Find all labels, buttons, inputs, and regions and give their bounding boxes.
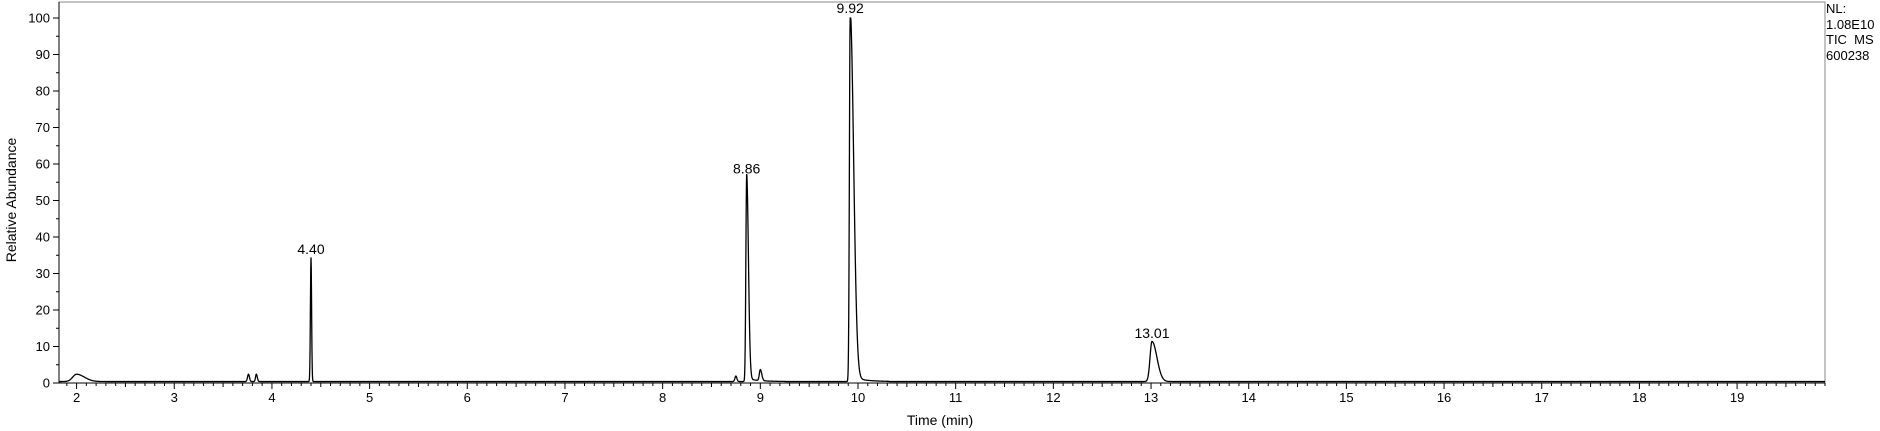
x-tick-label: 9 (757, 390, 764, 405)
plot-frame (58, 1, 1826, 384)
y-tick-label: 40 (36, 230, 50, 245)
x-tick-label: 6 (464, 390, 471, 405)
nl-value: 1.08E10 (1826, 16, 1875, 32)
peak-label: 4.40 (297, 241, 324, 257)
trace-label: TIC MS (1826, 32, 1874, 47)
y-tick-label: 70 (36, 120, 50, 135)
y-tick-label: 80 (36, 84, 50, 99)
x-axis-title: Time (min) (907, 412, 973, 428)
x-tick-label: 3 (171, 390, 178, 405)
x-tick-label: 12 (1046, 390, 1060, 405)
y-tick-label: 100 (28, 11, 50, 26)
x-tick-label: 19 (1730, 390, 1744, 405)
y-tick-label: 50 (36, 193, 50, 208)
y-axis-title: Relative Abundance (3, 138, 19, 263)
tic-trace (59, 17, 1825, 383)
x-tick-label: 17 (1535, 390, 1549, 405)
x-tick-label: 11 (949, 390, 963, 405)
peak-labels: 4.40 8.86 9.92 13.01 (297, 0, 1169, 341)
y-tick-label: 0 (43, 376, 50, 391)
x-tick-label: 4 (268, 390, 275, 405)
x-tick-label: 8 (659, 390, 666, 405)
sample-id: 600238 (1826, 47, 1870, 63)
x-tick-label: 13 (1144, 390, 1158, 405)
normalization-info: NL: 1.08E10 TIC MS 600238 (1826, 1, 1874, 63)
ticks: 2 3 4 5 6 7 8 9 10 11 12 13 14 15 16 17 18 19 0 10 20 30 40 50 6… (28, 11, 1826, 405)
peak-label: 9.92 (837, 0, 864, 16)
peak-label: 13.01 (1134, 325, 1169, 341)
axes (58, 1, 1826, 384)
peak-label: 8.86 (733, 161, 760, 177)
x-tick-label: 14 (1241, 390, 1255, 405)
y-tick-label: 60 (36, 157, 50, 172)
x-tick-label: 10 (851, 390, 865, 405)
x-tick-label: 15 (1339, 390, 1353, 405)
x-tick-label: 2 (73, 390, 80, 405)
y-tick-label: 90 (36, 47, 50, 62)
x-tick-label: 7 (561, 390, 568, 405)
nl-label: NL: (1826, 1, 1847, 16)
trace (59, 17, 1825, 383)
y-tick-label: 10 (36, 339, 50, 354)
x-tick-label: 18 (1632, 390, 1646, 405)
x-tick-label: 16 (1437, 390, 1451, 405)
x-tick-label: 5 (366, 390, 373, 405)
y-tick-label: 20 (36, 303, 50, 318)
y-tick-label: 30 (36, 266, 50, 281)
